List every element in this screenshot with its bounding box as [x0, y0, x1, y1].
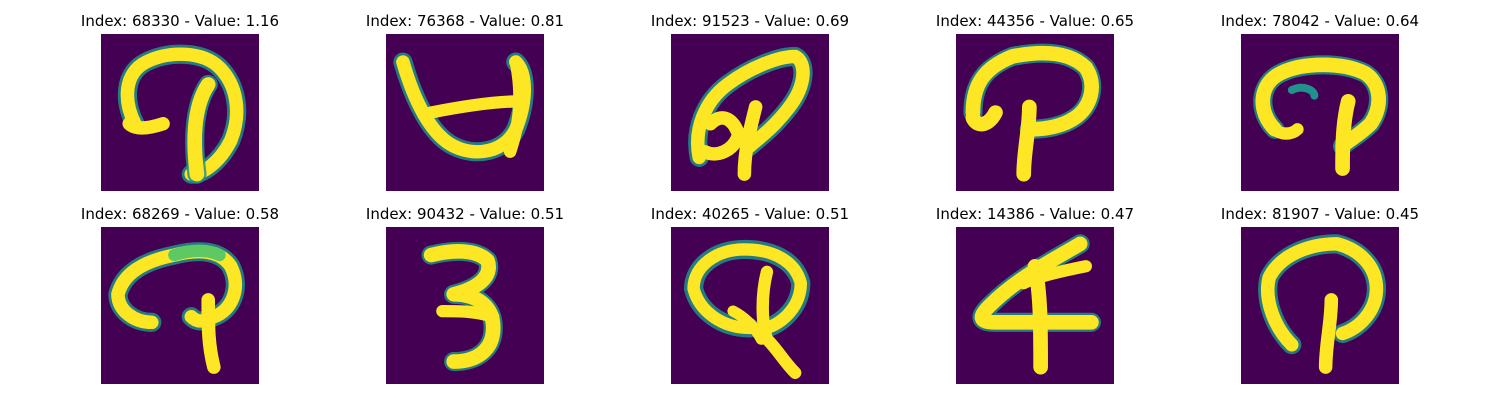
panel-title: Index: 68330 - Value: 1.16 — [80, 12, 280, 30]
digit-image — [671, 227, 829, 384]
digit-image — [101, 34, 259, 191]
panel-title: Index: 91523 - Value: 0.69 — [650, 12, 850, 30]
digit-image — [386, 227, 544, 384]
panel-3: Index: 91523 - Value: 0.69 — [620, 12, 880, 191]
digit-image — [671, 34, 829, 191]
glyph-three — [386, 227, 544, 384]
glyph-inverted-a — [386, 34, 544, 191]
glyph-hook-p — [101, 227, 259, 384]
glyph-mushroom — [1241, 34, 1399, 191]
digit-image — [956, 227, 1114, 384]
panel-9: Index: 14386 - Value: 0.47 — [905, 205, 1165, 384]
digit-image — [1241, 227, 1399, 384]
panel-title: Index: 14386 - Value: 0.47 — [935, 205, 1135, 223]
panel-1: Index: 68330 - Value: 1.16 — [50, 12, 310, 191]
panel-10: Index: 81907 - Value: 0.45 — [1190, 205, 1450, 384]
digit-image — [1241, 34, 1399, 191]
panel-title: Index: 81907 - Value: 0.45 — [1220, 205, 1420, 223]
digit-image — [386, 34, 544, 191]
glyph-slanted-p — [671, 34, 829, 191]
digit-image — [956, 34, 1114, 191]
panel-6: Index: 68269 - Value: 0.58 — [50, 205, 310, 384]
glyph-q-loop-left — [101, 34, 259, 191]
digit-image — [101, 227, 259, 384]
panel-5: Index: 78042 - Value: 0.64 — [1190, 12, 1450, 191]
panel-title: Index: 44356 - Value: 0.65 — [935, 12, 1135, 30]
panel-title: Index: 40265 - Value: 0.51 — [650, 205, 850, 223]
panel-4: Index: 44356 - Value: 0.65 — [905, 12, 1165, 191]
glyph-q-shape — [671, 227, 829, 384]
glyph-round-p — [1241, 227, 1399, 384]
panel-title: Index: 90432 - Value: 0.51 — [365, 205, 565, 223]
panel-title: Index: 78042 - Value: 0.64 — [1220, 12, 1420, 30]
glyph-p-shape — [956, 34, 1114, 191]
panel-8: Index: 40265 - Value: 0.51 — [620, 205, 880, 384]
glyph-four — [956, 227, 1114, 384]
panel-7: Index: 90432 - Value: 0.51 — [335, 205, 595, 384]
panel-title: Index: 76368 - Value: 0.81 — [365, 12, 565, 30]
panel-2: Index: 76368 - Value: 0.81 — [335, 12, 595, 191]
panel-title: Index: 68269 - Value: 0.58 — [80, 205, 280, 223]
